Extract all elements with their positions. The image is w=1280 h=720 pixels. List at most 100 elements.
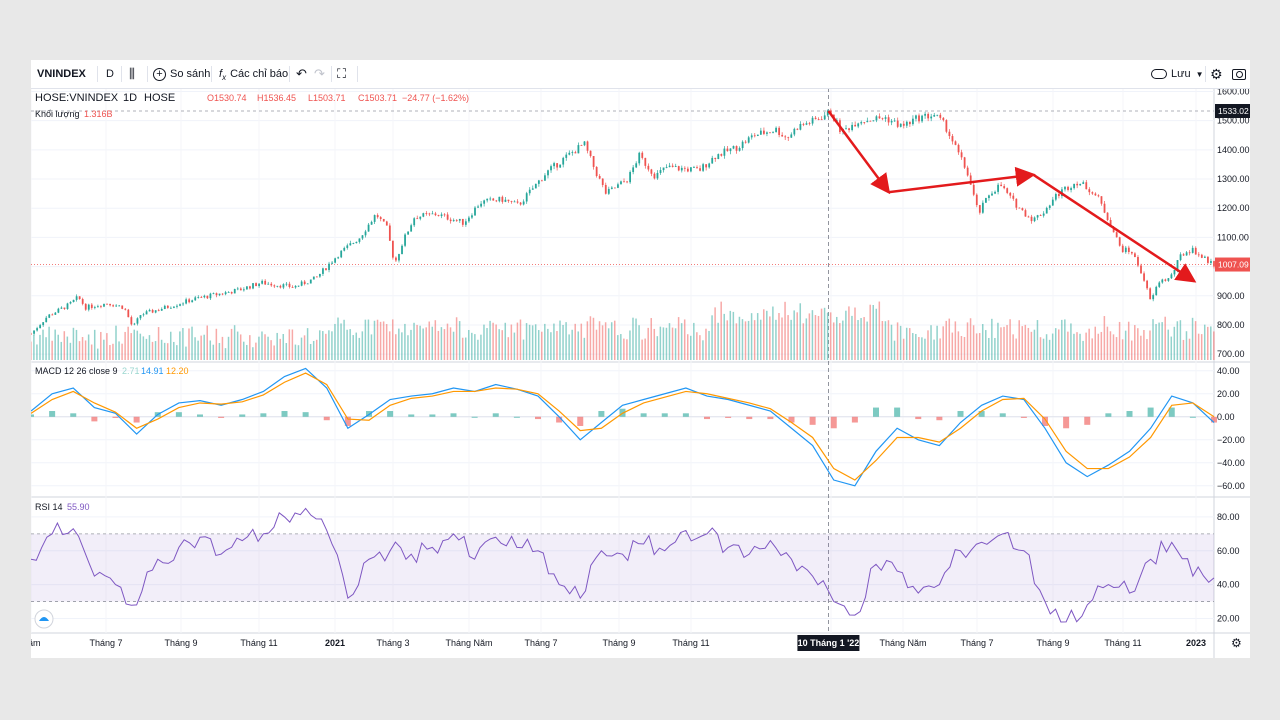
volume-bar	[455, 317, 458, 360]
volume-bar	[656, 336, 659, 360]
candle-body	[322, 268, 324, 274]
gear-icon[interactable]: ⚙	[1210, 66, 1223, 82]
time-tick-label: 2023	[1186, 638, 1206, 648]
volume-bar	[306, 328, 309, 360]
candle-body	[784, 136, 787, 138]
volume-bar	[908, 328, 911, 360]
candle-body	[1207, 256, 1209, 263]
volume-bar	[583, 337, 586, 360]
price-tick-label: 900.00	[1217, 291, 1245, 301]
camera-icon[interactable]	[1232, 60, 1246, 88]
candle-body	[1185, 252, 1188, 256]
volume-bar	[510, 324, 513, 360]
trend-arrow	[827, 110, 891, 195]
candle-body	[270, 283, 273, 286]
candle-body	[796, 128, 799, 130]
volume-bar	[951, 332, 954, 360]
candle-body	[586, 141, 589, 151]
candle-body	[963, 157, 966, 168]
candle-body	[446, 214, 449, 220]
trend-arrow	[1032, 173, 1197, 283]
candle-body	[328, 263, 330, 270]
candle-body	[385, 221, 388, 226]
compare-button[interactable]: + So sánh	[153, 60, 210, 88]
candle-body	[230, 292, 233, 294]
candle-body	[610, 187, 613, 189]
candle-body	[875, 116, 878, 121]
volume-bar	[781, 317, 783, 360]
candle-style-icon[interactable]: ⫼	[129, 66, 135, 81]
volume-bar	[407, 335, 409, 360]
candle-body	[869, 120, 872, 122]
candle-body	[100, 306, 102, 308]
volume-bar	[723, 313, 725, 360]
candle-body	[1073, 183, 1076, 189]
candle-body	[677, 166, 680, 171]
candle-body	[133, 323, 136, 325]
volume-bar	[1185, 331, 1188, 360]
volume-bar	[486, 328, 488, 360]
macd-histogram-bar	[1042, 416, 1048, 426]
volume-bar	[547, 328, 549, 360]
candle-body	[726, 148, 729, 152]
save-button[interactable]: Lưu ▼	[1151, 60, 1204, 88]
candle-body	[690, 167, 692, 172]
volume-bar	[124, 331, 126, 360]
volume-bar	[1064, 319, 1066, 360]
candle-body	[142, 314, 145, 316]
candle-body	[404, 234, 406, 246]
volume-bar	[87, 334, 90, 360]
candle-body	[483, 200, 486, 204]
indicators-button[interactable]: fx Các chỉ báo	[219, 60, 288, 88]
volume-bar	[680, 323, 683, 360]
volume-bar	[574, 323, 576, 360]
candle-body	[598, 176, 601, 179]
volume-bar	[842, 320, 844, 360]
volume-bar	[1085, 332, 1087, 360]
volume-bar	[255, 342, 257, 360]
volume-bar	[848, 306, 850, 360]
volume-bar	[620, 334, 622, 360]
volume-bar	[1149, 330, 1151, 360]
interval-button[interactable]: D	[106, 68, 114, 80]
volume-bar	[775, 319, 777, 360]
candle-body	[315, 276, 318, 278]
candle-body	[407, 231, 410, 235]
candle-body	[455, 220, 458, 221]
candle-body	[78, 296, 81, 300]
candle-body	[48, 314, 51, 318]
volume-bar	[933, 339, 935, 360]
candle-body	[613, 187, 616, 189]
volume-bar	[404, 323, 406, 360]
volume-bar	[1210, 326, 1212, 360]
macd-histogram-bar	[1147, 407, 1154, 417]
candle-body	[261, 280, 264, 284]
volume-bar	[39, 334, 41, 360]
candle-body	[775, 127, 777, 132]
volume-bar	[361, 331, 364, 360]
candle-body	[440, 214, 443, 217]
redo-icon[interactable]: ↷	[314, 66, 325, 81]
candle-body	[756, 134, 759, 136]
candle-body	[364, 231, 367, 236]
candle-body	[1152, 295, 1155, 300]
symbol-search[interactable]: VNINDEX	[37, 68, 86, 80]
volume-bar	[221, 336, 224, 360]
macd-histogram-bar	[1105, 413, 1112, 417]
candle-body	[103, 303, 105, 307]
volume-bar	[720, 301, 722, 360]
volume-bar	[355, 332, 358, 360]
fullscreen-icon[interactable]: ⛶	[337, 66, 347, 81]
candle-body	[960, 152, 963, 158]
volume-bar	[169, 331, 172, 360]
volume-bar	[197, 340, 199, 360]
candle-body	[480, 203, 482, 207]
volume-bar	[997, 322, 999, 360]
undo-icon[interactable]: ↶	[296, 66, 307, 81]
volume-bar	[960, 335, 963, 360]
volume-bar	[48, 326, 50, 360]
volume-bar	[440, 327, 443, 360]
volume-bar	[1134, 325, 1136, 360]
volume-bar	[1118, 321, 1121, 360]
volume-bar	[766, 310, 768, 360]
